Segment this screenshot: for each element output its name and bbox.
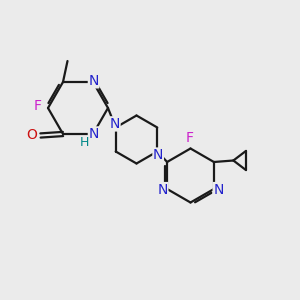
Text: N: N — [158, 183, 168, 196]
Text: N: N — [88, 74, 99, 88]
Text: O: O — [27, 128, 38, 142]
Text: N: N — [88, 127, 99, 141]
Text: F: F — [34, 99, 42, 112]
Text: N: N — [153, 148, 164, 162]
Text: N: N — [110, 117, 120, 131]
Text: N: N — [213, 183, 224, 196]
Text: F: F — [186, 131, 194, 145]
Text: H: H — [80, 136, 89, 149]
